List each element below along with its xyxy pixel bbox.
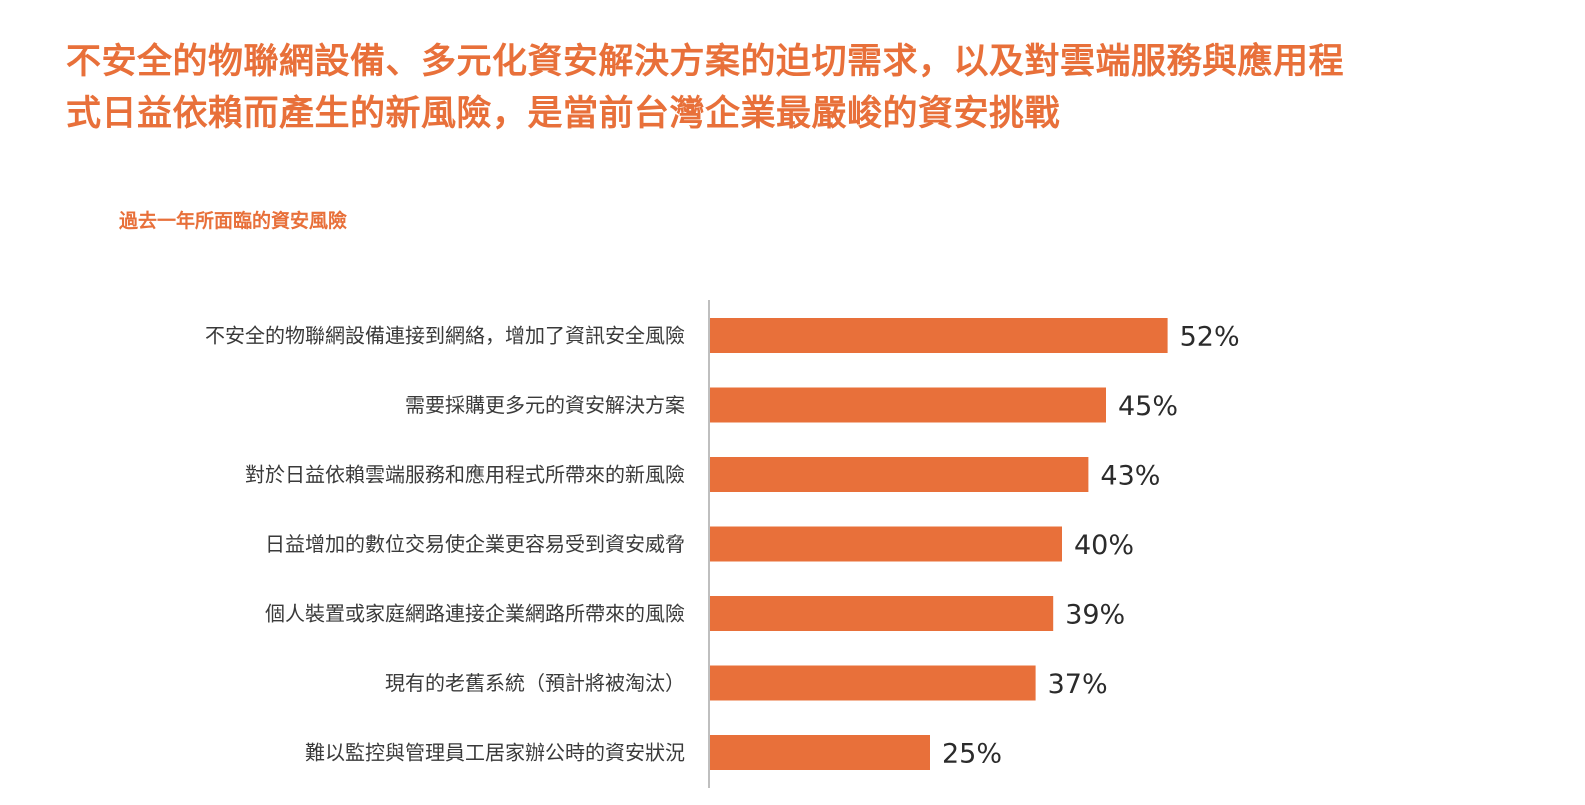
chart-title: 過去一年所面臨的資安風險 xyxy=(119,210,348,232)
bar xyxy=(710,457,1089,492)
category-label: 日益增加的數位交易使企業更容易受到資安威脅 xyxy=(265,532,685,556)
headline: 不安全的物聯網設備、多元化資安解決方案的迫切需求，以及對雲端服務與應用程 式日益… xyxy=(66,36,1556,140)
category-label: 現有的老舊系統（預計將被淘汰） xyxy=(385,671,685,695)
bar xyxy=(710,526,1062,562)
bar xyxy=(710,596,1054,631)
value-label: 52% xyxy=(1180,322,1240,353)
bar xyxy=(710,665,1036,701)
bar xyxy=(710,735,930,770)
value-label: 40% xyxy=(1074,530,1134,561)
headline-line-2: 式日益依賴而產生的新風險，是當前台灣企業最嚴峻的資安挑戰 xyxy=(66,94,1061,134)
category-label: 個人裝置或家庭網路連接企業網路所帶來的風險 xyxy=(265,602,685,626)
headline-line-1: 不安全的物聯網設備、多元化資安解決方案的迫切需求，以及對雲端服務與應用程 xyxy=(66,42,1345,82)
bar xyxy=(710,318,1168,353)
value-label: 37% xyxy=(1048,669,1108,700)
value-label: 25% xyxy=(942,739,1002,770)
value-label: 39% xyxy=(1065,600,1125,631)
bar xyxy=(710,387,1106,423)
value-label: 43% xyxy=(1100,461,1160,492)
category-label: 不安全的物聯網設備連接到網絡，增加了資訊安全風險 xyxy=(205,324,685,348)
category-label: 難以監控與管理員工居家辦公時的資安狀況 xyxy=(305,741,685,765)
bar-chart: 不安全的物聯網設備連接到網絡，增加了資訊安全風險 52% 需要採購更多元的資安解決方… xyxy=(205,300,1240,788)
value-label: 45% xyxy=(1118,391,1178,422)
category-label: 需要採購更多元的資安解決方案 xyxy=(405,393,685,417)
category-label: 對於日益依賴雲端服務和應用程式所帶來的新風險 xyxy=(245,463,685,487)
